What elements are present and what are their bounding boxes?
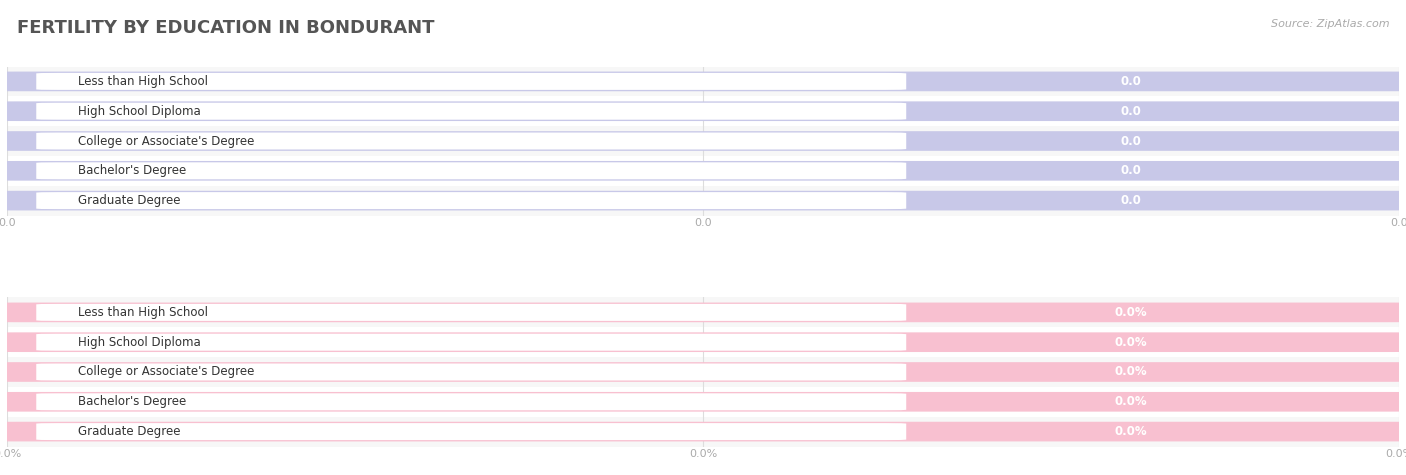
Text: Less than High School: Less than High School [77,306,208,319]
FancyBboxPatch shape [37,192,907,209]
Text: Less than High School: Less than High School [77,75,208,88]
Text: Bachelor's Degree: Bachelor's Degree [77,395,186,408]
FancyBboxPatch shape [0,191,1406,210]
Bar [7,126,1399,156]
Bar [7,96,1399,126]
Bar [7,186,1399,216]
FancyBboxPatch shape [37,133,907,150]
FancyBboxPatch shape [37,423,907,440]
Text: 0.0%: 0.0% [1115,425,1147,438]
FancyBboxPatch shape [0,392,1406,412]
Text: 0.0%: 0.0% [1115,336,1147,349]
Text: 0.0: 0.0 [1121,134,1142,148]
FancyBboxPatch shape [0,303,1406,322]
FancyBboxPatch shape [37,103,907,120]
Text: 0.0%: 0.0% [1115,365,1147,379]
FancyBboxPatch shape [37,162,907,179]
Bar [7,387,1399,417]
Text: Source: ZipAtlas.com: Source: ZipAtlas.com [1271,19,1389,29]
FancyBboxPatch shape [0,101,1406,121]
FancyBboxPatch shape [37,334,907,351]
FancyBboxPatch shape [0,131,1406,151]
Text: High School Diploma: High School Diploma [77,336,201,349]
Text: Graduate Degree: Graduate Degree [77,425,180,438]
Text: 0.0: 0.0 [1121,164,1142,177]
FancyBboxPatch shape [0,362,1406,382]
Bar [7,297,1399,327]
Text: 0.0: 0.0 [1121,75,1142,88]
Text: Bachelor's Degree: Bachelor's Degree [77,164,186,177]
FancyBboxPatch shape [37,393,907,410]
Text: FERTILITY BY EDUCATION IN BONDURANT: FERTILITY BY EDUCATION IN BONDURANT [17,19,434,37]
Bar [7,417,1399,446]
Text: 0.0%: 0.0% [1115,395,1147,408]
Text: 0.0: 0.0 [1121,194,1142,207]
FancyBboxPatch shape [0,72,1406,91]
FancyBboxPatch shape [0,161,1406,180]
Text: High School Diploma: High School Diploma [77,104,201,118]
Text: College or Associate's Degree: College or Associate's Degree [77,365,254,379]
FancyBboxPatch shape [37,73,907,90]
FancyBboxPatch shape [37,304,907,321]
Bar [7,357,1399,387]
Text: 0.0%: 0.0% [1115,306,1147,319]
Text: College or Associate's Degree: College or Associate's Degree [77,134,254,148]
Text: Graduate Degree: Graduate Degree [77,194,180,207]
FancyBboxPatch shape [0,422,1406,441]
Bar [7,156,1399,186]
FancyBboxPatch shape [0,332,1406,352]
Bar [7,66,1399,96]
FancyBboxPatch shape [37,363,907,380]
Bar [7,327,1399,357]
Text: 0.0: 0.0 [1121,104,1142,118]
